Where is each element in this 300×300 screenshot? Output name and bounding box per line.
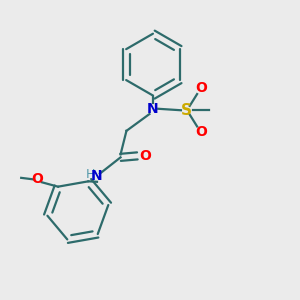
Text: N: N [147, 102, 159, 116]
Text: O: O [32, 172, 43, 186]
Text: O: O [196, 81, 208, 95]
Text: H: H [86, 168, 95, 181]
Text: S: S [181, 103, 192, 118]
Text: O: O [140, 149, 152, 163]
Text: N: N [91, 169, 103, 184]
Text: O: O [196, 125, 208, 139]
